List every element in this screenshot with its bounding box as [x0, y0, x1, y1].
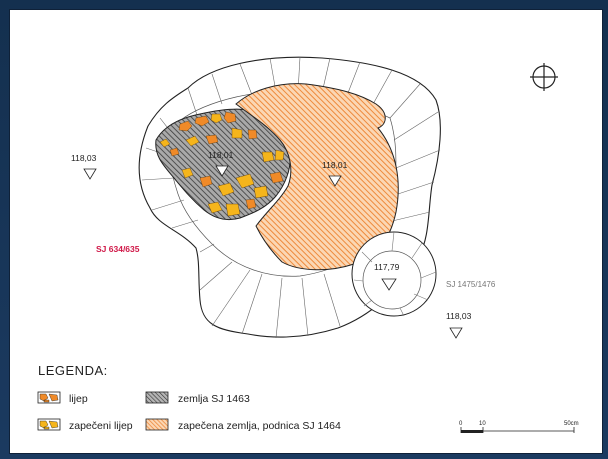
legend-item-zapeceni-lijep: zapečeni lijep	[37, 418, 133, 432]
scale-bar: 0 10 50cm	[459, 421, 579, 433]
elevation-triangle-icon	[83, 168, 97, 180]
north-cross-circle-icon	[530, 63, 558, 91]
legend-label: zapečena zemlja, podnica SJ 1464	[178, 420, 341, 432]
label-sj-634-635: SJ 634/635	[96, 244, 140, 254]
elevation-triangle-icon	[328, 175, 342, 187]
sj1475-circle-feature	[351, 231, 437, 317]
lijep-patches	[159, 111, 285, 217]
legend-label: lijep	[69, 393, 88, 405]
elevation-label: 118,01	[322, 160, 348, 170]
legend: LEGENDA: lijep zemlja SJ 1463 zapečeni l…	[37, 363, 341, 432]
legend-swatch-lijep	[37, 391, 61, 404]
legend-swatch-zapecena-zemlja	[145, 418, 169, 431]
elevation-marker-southeast: 118,03	[446, 311, 472, 339]
legend-title: LEGENDA:	[38, 363, 108, 378]
legend-item-zapecena-zemlja: zapečena zemlja, podnica SJ 1464	[145, 418, 341, 432]
legend-swatch-zemlja	[145, 391, 169, 404]
scale-tick-label: 0	[459, 421, 463, 427]
elevation-label: 118,03	[71, 153, 97, 163]
scale-tick-label: 50cm	[564, 421, 579, 427]
elevation-triangle-icon	[215, 165, 229, 177]
elevation-triangle-icon	[381, 278, 397, 291]
legend-item-zemlja: zemlja SJ 1463	[145, 391, 250, 405]
label-sj-1475-1476: SJ 1475/1476	[446, 280, 496, 289]
elevation-triangle-icon	[449, 327, 463, 339]
legend-label: zemlja SJ 1463	[178, 393, 250, 405]
elevation-label: 118,03	[446, 311, 472, 321]
elevation-label: 117,79	[374, 262, 400, 272]
scale-tick-label: 10	[479, 421, 486, 427]
legend-item-lijep: lijep	[37, 391, 88, 405]
elevation-marker-grey-area: 118,01	[208, 150, 234, 177]
elevation-label: 118,01	[208, 150, 234, 160]
legend-swatch-zapeceni-lijep	[37, 418, 61, 431]
legend-label: zapečeni lijep	[69, 420, 133, 432]
elevation-marker-circle: 117,79	[374, 262, 400, 291]
elevation-marker-west: 118,03	[71, 153, 97, 180]
elevation-marker-orange-area: 118,01	[322, 160, 348, 187]
